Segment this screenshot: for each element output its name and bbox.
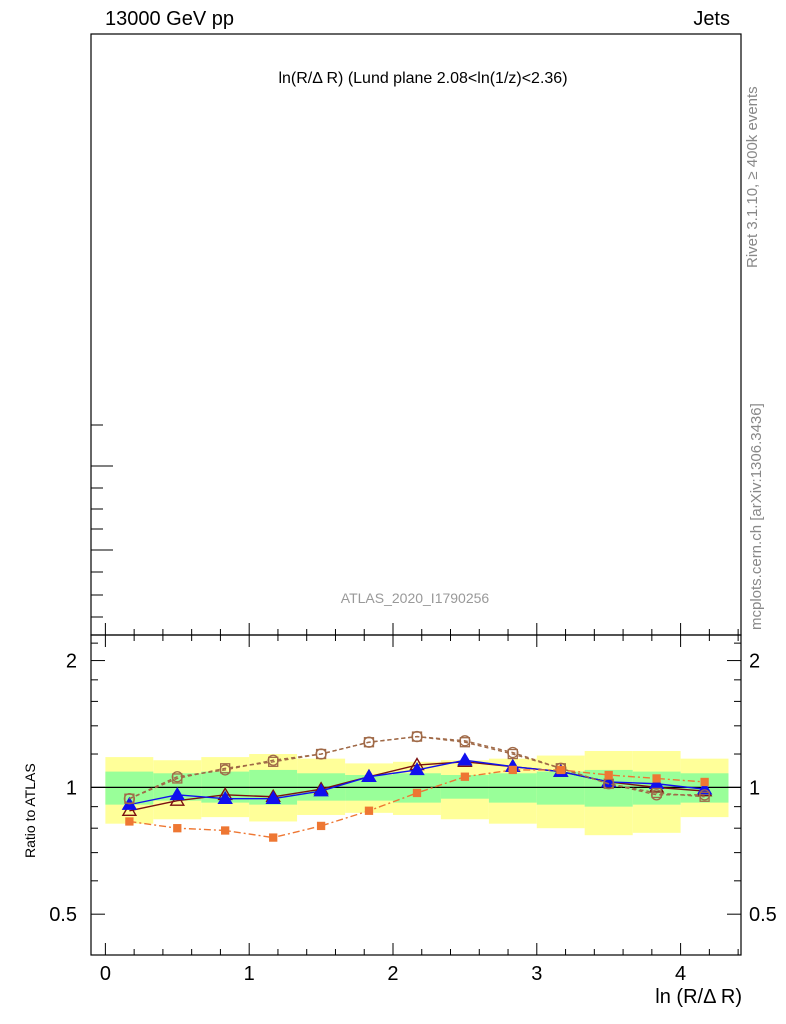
series-4-point xyxy=(507,746,519,759)
energy-label: 13000 GeV pp xyxy=(105,8,234,30)
series-4-point xyxy=(219,764,231,776)
series-2-point xyxy=(169,786,186,801)
y-tick-label: 2 xyxy=(66,651,77,673)
series-5-point xyxy=(269,833,278,842)
process-label: Jets xyxy=(693,8,730,30)
series-4-line xyxy=(129,735,705,800)
y-tick-label: 1 xyxy=(66,777,77,799)
series-4-point xyxy=(315,748,327,760)
series-2-point xyxy=(600,774,617,788)
series-4-point xyxy=(171,771,183,783)
series-5-point xyxy=(316,821,326,831)
series-4-point xyxy=(363,736,375,748)
series-5-point xyxy=(604,770,613,780)
y-tick-label: 0.5 xyxy=(49,904,77,926)
series-4-point xyxy=(698,789,711,801)
series-4-point xyxy=(123,793,136,805)
y-tick-label-right: 1 xyxy=(749,777,760,799)
analysis-watermark: ATLAS_2020_I1790256 xyxy=(340,590,490,606)
series-2-point xyxy=(265,790,281,804)
series-2-point xyxy=(361,768,377,782)
rivet-version-label: Rivet 3.1.10, ≥ 400k events xyxy=(744,86,761,268)
x-tick-label: 2 xyxy=(387,963,398,985)
x-tick-label: 4 xyxy=(675,963,686,985)
x-tick-label: 3 xyxy=(531,963,542,985)
x-tick-label: 0 xyxy=(100,963,111,985)
series-5-point xyxy=(221,826,230,835)
series-4-point xyxy=(650,789,663,801)
series-4-point xyxy=(267,754,279,766)
series-2-point xyxy=(217,790,233,804)
band-inner-bin xyxy=(536,771,585,805)
x-tick-label: 1 xyxy=(244,963,255,985)
series-5-point xyxy=(412,788,422,798)
series-5-point xyxy=(364,806,374,815)
series-2-point xyxy=(457,752,473,766)
y-axis-label: Ratio to ATLAS xyxy=(22,763,38,858)
series-5-point xyxy=(508,765,517,775)
series-5-point xyxy=(173,824,182,833)
main-plot-frame xyxy=(90,33,742,636)
y-tick-label-right: 0.5 xyxy=(749,904,777,926)
ratio-plot-frame xyxy=(90,634,742,956)
series-4-point xyxy=(411,730,423,743)
series-5-point xyxy=(460,772,470,781)
x-axis-label: ln (R/Δ R) xyxy=(655,986,742,1008)
source-label: mcplots.cern.ch [arXiv:1306.3436] xyxy=(748,403,765,630)
chart-title: ln(R/Δ R) (Lund plane 2.08<ln(1/z)<2.36) xyxy=(278,70,568,87)
y-tick-label-right: 2 xyxy=(749,651,760,673)
series-2-point xyxy=(409,762,425,776)
series-5-point xyxy=(652,774,661,783)
series-4-point xyxy=(459,735,471,747)
series-2-point xyxy=(313,783,329,797)
series-5-point xyxy=(700,777,709,787)
series-5-point xyxy=(556,765,565,775)
series-5-point xyxy=(125,817,134,826)
